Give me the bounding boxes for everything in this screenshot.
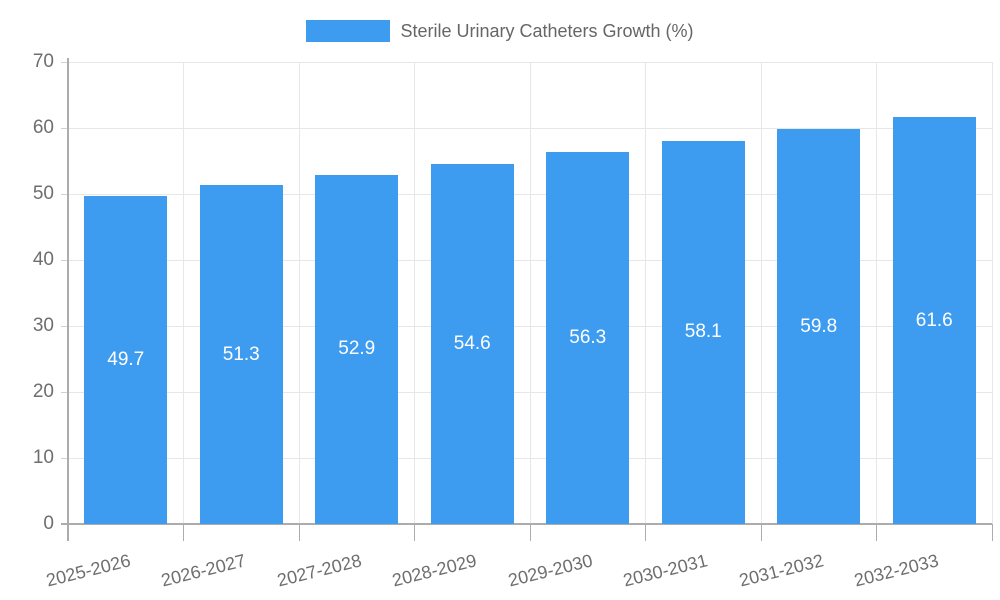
x-axis-tick	[760, 524, 762, 541]
x-axis-tick	[645, 524, 646, 541]
y-tick-label: 40	[32, 249, 54, 270]
y-axis-line	[67, 58, 69, 541]
x-gridline	[876, 62, 877, 524]
x-tick-label: 2026-2027	[159, 550, 248, 591]
y-tick-label: 10	[32, 447, 54, 468]
x-gridline	[298, 62, 300, 524]
x-tick-label: 2027-2028	[274, 550, 364, 591]
y-axis-tick	[61, 61, 68, 63]
x-tick-label: 2030-2031	[621, 550, 710, 591]
bar[interactable]: 59.8	[777, 129, 861, 524]
y-axis-tick	[61, 457, 68, 459]
bar[interactable]: 61.6	[892, 117, 976, 524]
x-axis-tick	[991, 524, 993, 541]
bar[interactable]: 54.6	[430, 163, 514, 524]
x-axis-tick	[183, 524, 184, 541]
y-tick-label: 0	[43, 513, 54, 534]
x-tick-label: 2025-2026	[43, 550, 133, 591]
y-tick-label: 30	[32, 315, 54, 336]
y-tick-label: 60	[32, 117, 54, 138]
x-axis-tick	[876, 524, 877, 541]
bar-value-label: 51.3	[222, 343, 260, 365]
y-tick-label: 50	[32, 183, 54, 204]
x-axis-tick	[529, 524, 531, 541]
bar-value-label: 61.6	[915, 309, 953, 331]
bar-value-label: 59.8	[800, 315, 838, 337]
bar[interactable]: 49.7	[84, 195, 168, 524]
bar[interactable]: 52.9	[315, 174, 399, 524]
chart-legend[interactable]: Sterile Urinary Catheters Growth (%)	[0, 20, 1000, 42]
legend-swatch	[306, 20, 391, 42]
bar-value-label: 54.6	[453, 332, 491, 354]
x-axis-line	[61, 523, 992, 525]
bar-value-label: 52.9	[338, 338, 376, 360]
y-axis-tick	[61, 193, 68, 195]
x-tick-label: 2032-2033	[852, 550, 941, 591]
y-tick-label: 70	[32, 51, 54, 72]
x-axis-tick	[298, 524, 300, 541]
x-gridline	[760, 62, 762, 524]
bar-value-label: 56.3	[569, 327, 607, 349]
bar[interactable]: 58.1	[661, 140, 745, 524]
bar[interactable]: 51.3	[199, 185, 283, 524]
bar-value-label: 49.7	[107, 348, 145, 370]
x-axis-tick	[414, 524, 415, 541]
x-tick-label: 2029-2030	[505, 550, 595, 591]
x-gridline	[414, 62, 415, 524]
bar[interactable]: 56.3	[546, 152, 630, 524]
bar-value-label: 58.1	[684, 321, 722, 343]
y-axis-tick	[61, 391, 68, 393]
y-tick-label: 20	[32, 381, 54, 402]
y-axis-tick	[61, 259, 68, 261]
x-tick-label: 2028-2029	[390, 550, 479, 591]
x-gridline	[183, 62, 184, 524]
y-axis-tick	[61, 127, 68, 129]
x-tick-label: 2031-2032	[736, 550, 826, 591]
legend-label: Sterile Urinary Catheters Growth (%)	[400, 20, 694, 41]
x-gridline	[645, 62, 646, 524]
x-gridline	[529, 62, 531, 524]
x-gridline	[991, 62, 993, 524]
y-axis-tick	[61, 325, 68, 327]
